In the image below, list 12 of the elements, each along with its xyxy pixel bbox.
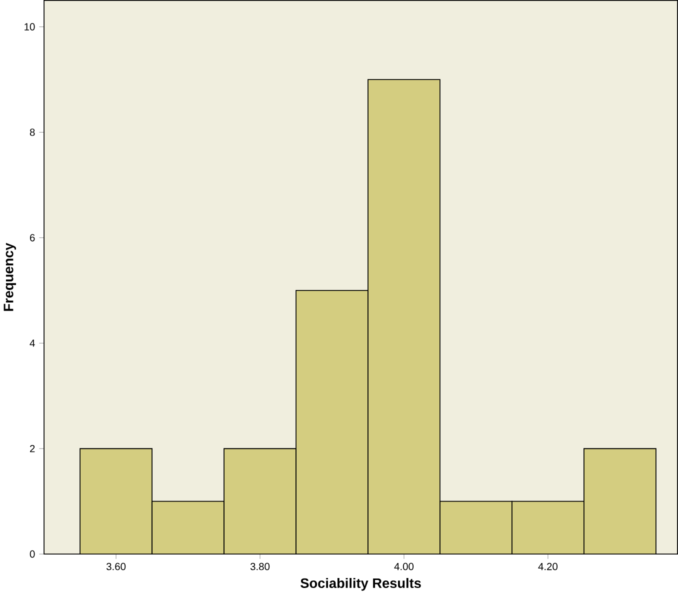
x-tick-label: 3.80 [250,562,270,570]
x-axis-title: Sociability Results [300,578,421,590]
y-tick-label: 8 [30,128,35,136]
x-tick-label: 4.20 [538,562,558,570]
y-tick-label: 2 [30,444,35,452]
y-tick-label: 4 [30,339,35,346]
y-tick-label: 10 [24,22,35,30]
y-axis-title: Frequency [4,242,16,311]
x-tick-label: 4.00 [394,562,414,570]
y-tick-label: 0 [30,550,35,558]
x-tick-label: 3.60 [106,562,126,570]
y-tick-label: 6 [30,234,35,242]
